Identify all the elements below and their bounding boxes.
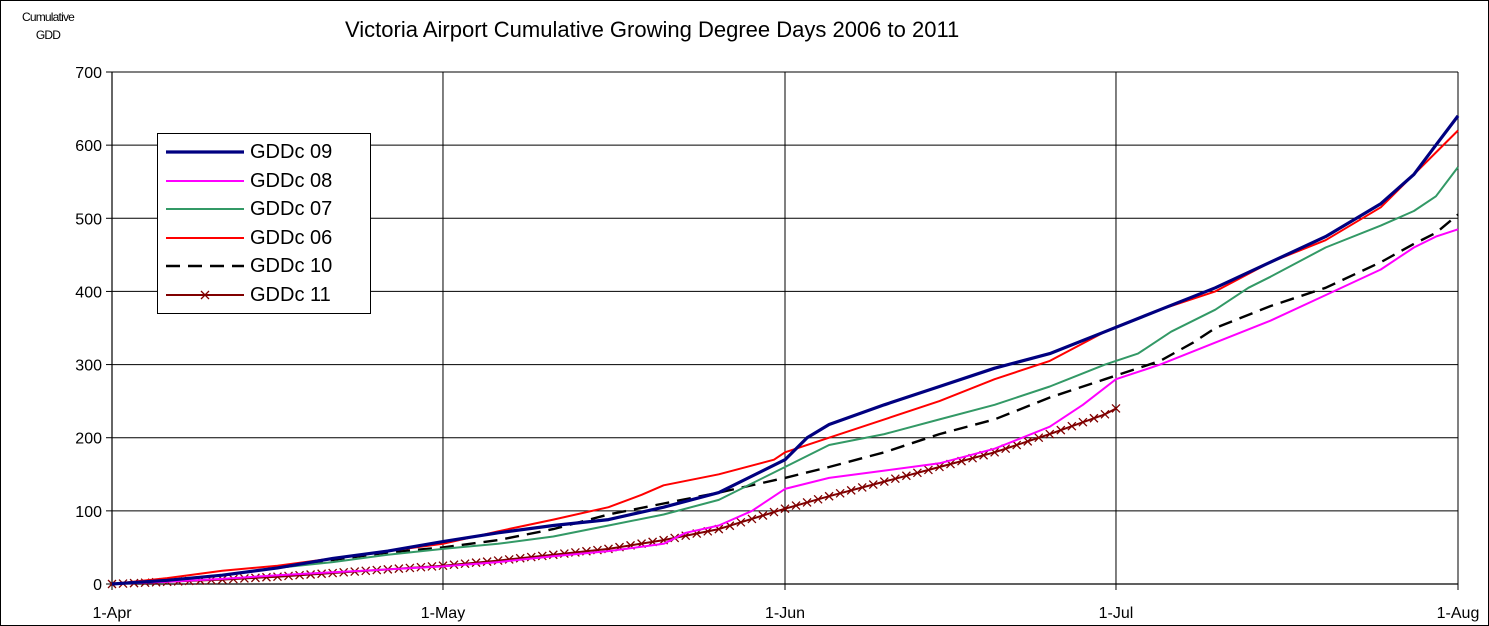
x-tick-label: 1-Apr	[92, 605, 132, 622]
series-marker	[1056, 425, 1066, 435]
legend-label: GDDc 06	[250, 226, 333, 249]
legend-label: GDDc 07	[250, 198, 333, 220]
series-gddc-07	[111, 166, 1459, 585]
series-marker	[736, 517, 746, 527]
series-marker	[879, 477, 889, 487]
series-line	[111, 407, 1117, 585]
legend-label: GDDc 09	[250, 141, 333, 163]
legend-label: GDDc 10	[250, 255, 333, 277]
chart-title: Victoria Airport Cumulative Growing Degr…	[345, 17, 960, 42]
series-marker	[846, 485, 856, 495]
y-axis-label-line2: GDD	[35, 28, 61, 42]
x-tick-label: 1-Jun	[765, 605, 805, 622]
series-marker	[747, 514, 757, 524]
series-marker	[769, 507, 779, 517]
y-tick-label: 500	[75, 211, 102, 228]
series-marker	[1012, 440, 1022, 450]
x-tick-label: 1-May	[421, 605, 465, 622]
series-marker	[835, 488, 845, 498]
y-axis-label: Cumulative GDD	[22, 8, 75, 44]
series-marker	[284, 571, 293, 581]
series-marker	[1034, 433, 1044, 443]
series-marker	[901, 471, 911, 481]
tick-labels: 0 100 200 300 400 500 600 700 1-Apr 1-May 1-Jun 1-J…	[75, 65, 1479, 622]
series-marker	[1045, 429, 1055, 439]
series-marker	[1111, 403, 1121, 413]
legend-label: GDDc 11	[250, 283, 331, 306]
series-line	[111, 166, 1459, 585]
series-marker	[261, 572, 271, 582]
series-marker	[780, 504, 790, 514]
series-marker	[923, 465, 933, 475]
series-gddc-09	[111, 114, 1460, 586]
series-marker	[1100, 409, 1110, 419]
series-marker	[813, 494, 823, 504]
legend-swatch	[166, 179, 244, 182]
x-tick-label: 1-Jul	[1099, 605, 1134, 622]
legend-swatch	[166, 208, 244, 210]
y-axis-label-line1: Cumulative	[22, 10, 75, 24]
series-marker	[1089, 413, 1099, 423]
legend-swatch	[166, 264, 244, 268]
series-line	[111, 114, 1460, 586]
legend-item: GDDc 09	[158, 138, 370, 166]
series-marker	[725, 521, 735, 531]
series-marker	[912, 468, 922, 478]
legend-item: GDDc 10	[158, 252, 370, 280]
axes	[106, 71, 1459, 590]
series-marker	[824, 491, 834, 501]
series-marker	[239, 573, 249, 583]
series-marker	[200, 290, 210, 299]
legend-swatch	[166, 290, 244, 299]
series-marker	[273, 572, 282, 582]
series-marker	[791, 501, 801, 511]
series-marker	[802, 497, 812, 507]
legend-item: GDDc 06	[158, 224, 370, 252]
y-tick-label: 300	[75, 358, 102, 375]
y-tick-label: 700	[75, 65, 102, 82]
series-gddc-11	[107, 403, 1121, 589]
y-tick-label: 100	[75, 504, 102, 521]
series-marker	[471, 558, 481, 568]
series-marker	[857, 482, 867, 492]
series-marker	[295, 570, 305, 580]
series-marker	[460, 559, 470, 569]
series-marker	[1023, 436, 1033, 446]
series-marker	[1078, 417, 1088, 427]
x-tick-label: 1-Aug	[1437, 605, 1480, 622]
series-marker	[1067, 421, 1077, 431]
series-marker	[482, 557, 492, 567]
y-tick-label: 0	[93, 577, 102, 594]
legend: GDDc 09 GDDc 08 GDDc 07 GDDc 06 GDDc 10 GDDc …	[157, 133, 371, 314]
series-marker	[758, 511, 768, 520]
legend-item: GDDc 07	[158, 195, 370, 223]
legend-label: GDDc 08	[250, 169, 333, 192]
y-tick-label: 200	[75, 431, 102, 448]
series-gddc-08	[111, 228, 1459, 585]
series-marker	[250, 573, 260, 583]
legend-swatch	[166, 150, 244, 154]
legend-swatch	[166, 236, 244, 239]
series-marker	[890, 474, 900, 484]
y-tick-label: 400	[75, 284, 102, 301]
legend-item: GDDc 08	[158, 167, 370, 195]
series-lines	[107, 114, 1460, 589]
y-tick-label: 600	[75, 138, 102, 155]
series-marker	[868, 480, 878, 489]
series-marker	[306, 570, 316, 579]
series-line	[111, 228, 1459, 585]
legend-item: GDDc 11	[158, 281, 370, 309]
